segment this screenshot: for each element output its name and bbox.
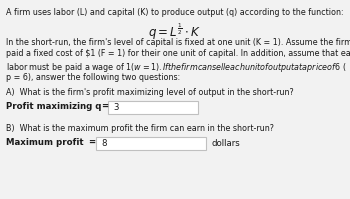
Text: labor must be paid a wage of $1 (w = 1). If the firm can sell each unit of outpu: labor must be paid a wage of $1 (w = 1).… bbox=[6, 61, 346, 74]
FancyBboxPatch shape bbox=[108, 101, 198, 114]
Text: Maximum profit: Maximum profit bbox=[6, 138, 84, 147]
Text: A)  What is the firm's profit maximizing level of output in the short-run?: A) What is the firm's profit maximizing … bbox=[6, 88, 294, 97]
Text: =: = bbox=[101, 102, 108, 111]
Text: =: = bbox=[88, 138, 95, 147]
Text: $q = L^{\frac{1}{2}} \cdot K$: $q = L^{\frac{1}{2}} \cdot K$ bbox=[148, 22, 202, 42]
FancyBboxPatch shape bbox=[96, 137, 206, 150]
Text: p = 6), answer the following two questions:: p = 6), answer the following two questio… bbox=[6, 72, 180, 82]
Text: A firm uses labor (L) and capital (K) to produce output (q) according to the fun: A firm uses labor (L) and capital (K) to… bbox=[6, 8, 344, 17]
Text: 8: 8 bbox=[101, 139, 106, 148]
Text: paid a fixed cost of $1 (F = 1) for their one unit of capital. In addition, assu: paid a fixed cost of $1 (F = 1) for thei… bbox=[6, 50, 350, 59]
Text: dollars: dollars bbox=[212, 139, 241, 148]
Text: B)  What is the maximum profit the firm can earn in the short-run?: B) What is the maximum profit the firm c… bbox=[6, 124, 274, 133]
Text: Profit maximizing q: Profit maximizing q bbox=[6, 102, 101, 111]
Text: 3: 3 bbox=[113, 103, 119, 112]
Text: In the short-run, the firm's level of capital is fixed at one unit (K = 1). Assu: In the short-run, the firm's level of ca… bbox=[6, 38, 350, 47]
